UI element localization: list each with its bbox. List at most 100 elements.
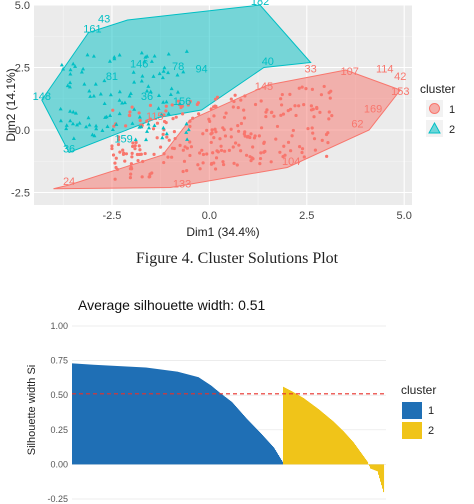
cluster-1-point <box>124 124 128 128</box>
cluster-1-point <box>162 160 166 165</box>
silhouette-bar-cluster-1 <box>221 393 223 465</box>
silhouette-bar-cluster-2 <box>337 425 339 465</box>
cluster-2-point <box>137 114 142 119</box>
cluster-1-point <box>117 135 121 139</box>
silhouette-bar-cluster-2 <box>294 392 296 465</box>
silhouette-bar-cluster-1 <box>173 371 175 465</box>
silhouette-bar-cluster-2 <box>370 464 372 469</box>
cluster-1-point <box>236 124 240 128</box>
cluster-2-point <box>184 121 189 126</box>
silhouette-bar-cluster-1 <box>281 459 283 465</box>
cluster-1-point <box>288 92 292 96</box>
cluster-1-point <box>141 159 145 164</box>
silhouette-bars <box>72 363 385 493</box>
silhouette-legend-label-1: 1 <box>428 405 434 417</box>
cluster-1-point <box>310 87 314 91</box>
silhouette-bar-cluster-1 <box>92 364 94 465</box>
cluster-2-point <box>117 89 122 94</box>
cluster-1-point <box>162 152 166 156</box>
cluster-1-point <box>223 134 228 138</box>
cluster-2-point <box>148 89 153 94</box>
silhouette-bar-cluster-2 <box>300 396 302 465</box>
silhouette-bar-cluster-2 <box>329 418 331 465</box>
cluster-2-point <box>93 82 98 86</box>
silhouette-bar-cluster-2 <box>295 393 297 465</box>
silhouette-bar-cluster-2 <box>382 464 384 489</box>
silhouette-bar-cluster-2 <box>304 398 306 465</box>
cluster-2-point <box>91 54 96 58</box>
cluster-1-point <box>279 113 283 117</box>
cluster-1-point <box>297 86 301 90</box>
silhouette-bar-cluster-1 <box>174 371 176 465</box>
silhouette-bar-cluster-1 <box>275 450 277 465</box>
cluster-1-point <box>222 128 226 132</box>
silhouette-bar-cluster-2 <box>376 464 378 471</box>
silhouette-bar-cluster-1 <box>78 363 80 465</box>
silhouette-bar-cluster-1 <box>103 365 105 465</box>
silhouette-bar-cluster-1 <box>111 365 113 465</box>
cluster-1-point <box>233 93 237 97</box>
silhouette-bar-cluster-1 <box>208 383 210 465</box>
cluster-1-point <box>212 136 216 140</box>
silhouette-bar-cluster-1 <box>142 367 144 465</box>
cluster-1-point <box>239 149 243 153</box>
silhouette-bar-cluster-2 <box>289 390 291 465</box>
cluster-2-point <box>157 71 162 76</box>
silhouette-bar-cluster-1 <box>88 364 90 465</box>
point-label: 153 <box>391 86 409 98</box>
cluster-1-point <box>258 156 263 161</box>
cluster-1-point <box>302 155 306 159</box>
silhouette-bar-cluster-2 <box>305 399 307 465</box>
cluster-1-point <box>170 155 174 159</box>
cluster-1-point <box>262 140 266 144</box>
silhouette-bar-cluster-2 <box>324 414 326 465</box>
silhouette-bar-cluster-1 <box>141 367 143 465</box>
cluster-1-point <box>312 115 316 119</box>
cluster-1-point <box>318 110 322 114</box>
silhouette-bar-cluster-1 <box>245 417 247 465</box>
silhouette-bar-cluster-1 <box>112 365 114 465</box>
silhouette-bar-cluster-1 <box>256 428 258 465</box>
silhouette-bar-cluster-1 <box>80 363 82 465</box>
cluster-1-point <box>248 155 252 159</box>
silhouette-bar-cluster-1 <box>109 365 111 465</box>
cluster-1-point <box>290 134 294 138</box>
silhouette-bar-cluster-1 <box>95 364 97 465</box>
silhouette-bar-cluster-2 <box>320 410 322 465</box>
cluster-1-point <box>131 144 135 149</box>
cluster-2-point <box>70 121 75 126</box>
silhouette-bar-cluster-2 <box>368 463 370 465</box>
cluster-2-point <box>79 69 84 74</box>
cluster-1-point <box>221 162 226 167</box>
silhouette-bar-cluster-1 <box>267 440 269 465</box>
cluster-1-point <box>269 110 274 115</box>
cluster-1-point <box>304 87 308 91</box>
cluster-2-point <box>156 93 161 98</box>
cluster-1-point <box>231 105 235 109</box>
silhouette-bar-cluster-2 <box>328 417 330 465</box>
cluster-1-point <box>214 130 218 134</box>
silhouette-bar-cluster-1 <box>154 368 156 465</box>
silhouette-bar-cluster-1 <box>206 382 208 465</box>
silhouette-bar-cluster-2 <box>348 436 350 465</box>
point-label: 40 <box>262 56 274 68</box>
cluster-1-point <box>245 135 249 139</box>
silhouette-bar-cluster-1 <box>248 420 250 465</box>
silhouette-bar-cluster-1 <box>113 365 115 465</box>
cluster-1-point <box>129 172 133 176</box>
point-label: 36 <box>63 144 75 156</box>
silhouette-bar-cluster-1 <box>237 408 239 465</box>
silhouette-bar-cluster-1 <box>177 371 179 465</box>
cluster-1-point <box>258 162 262 166</box>
silhouette-bar-cluster-1 <box>263 436 265 465</box>
point-label: 33 <box>305 64 317 76</box>
cluster-1-point <box>134 140 138 145</box>
silhouette-bar-cluster-2 <box>361 453 363 465</box>
cluster-1-point <box>219 148 224 153</box>
silhouette-bar-cluster-1 <box>123 366 125 465</box>
silhouette-bar-cluster-2 <box>339 427 341 465</box>
cluster-2-point <box>94 126 99 131</box>
silhouette-bar-cluster-1 <box>138 367 140 465</box>
silhouette-bar-cluster-1 <box>82 364 84 465</box>
silhouette-bar-cluster-1 <box>239 410 241 465</box>
